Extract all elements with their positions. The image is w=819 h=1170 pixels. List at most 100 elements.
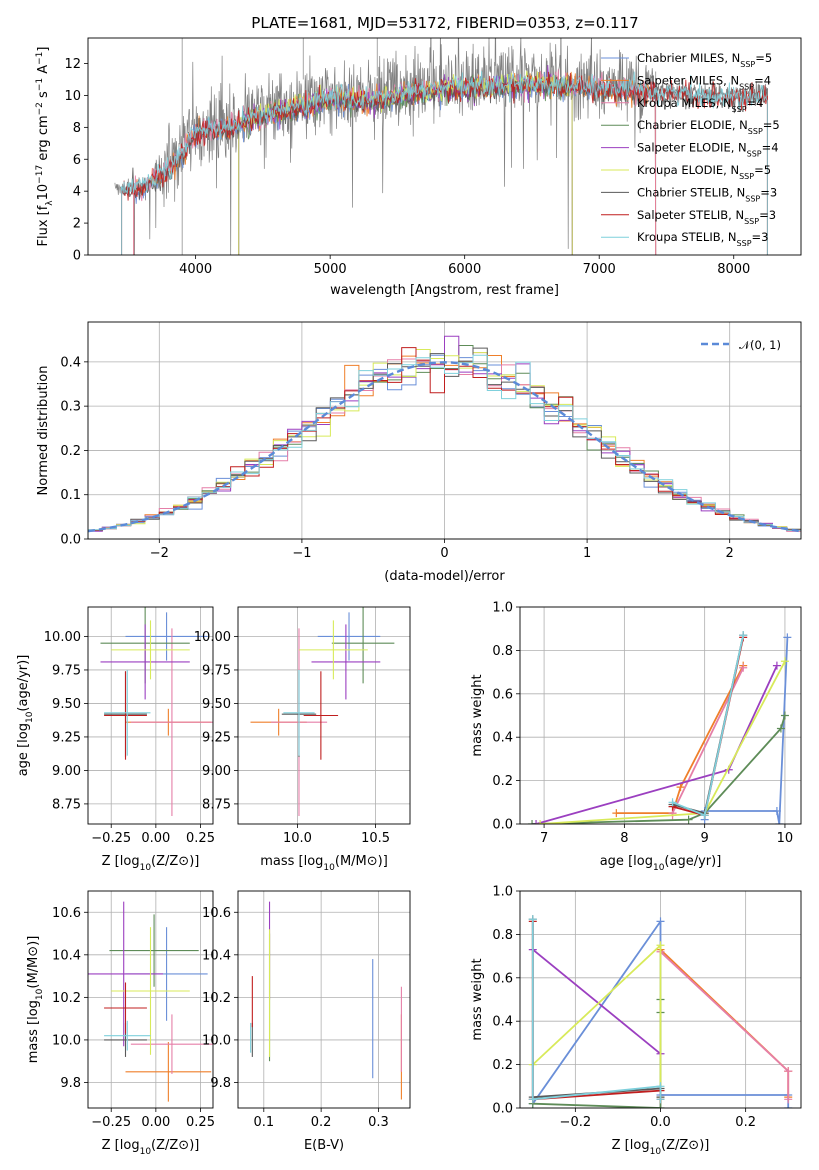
weight-marker xyxy=(536,820,545,824)
x-axis-label: mass [log10(M/M⊙)] xyxy=(260,854,388,873)
y-tick-label: 0.6 xyxy=(492,687,513,702)
y-tick-label: 0.4 xyxy=(492,1015,513,1030)
legend-entry: Salpeter MILES, NSSP=4 xyxy=(637,73,771,91)
weight-marker xyxy=(739,663,748,672)
weight-line xyxy=(659,948,790,1098)
weight-marker xyxy=(784,1095,793,1104)
x-tick-label: 8 xyxy=(620,831,628,846)
chart-title: PLATE=1681, MJD=53172, FIBERID=0353, z=0… xyxy=(251,14,638,32)
x-tick-label: 0.00 xyxy=(141,831,170,846)
y-tick-label: 10.0 xyxy=(52,1033,81,1048)
y-tick-label: 8.75 xyxy=(52,797,81,812)
panel-weight_vs_Z: −0.2 0.0 0.2 0.0 0.2 0.4 0.6 0.8 1.0 xyxy=(492,885,802,1130)
weight-marker xyxy=(684,815,693,824)
y-tick-label: 9.75 xyxy=(202,663,231,678)
weight-marker xyxy=(532,820,541,824)
plot-area xyxy=(114,38,768,255)
plot-area xyxy=(100,607,213,816)
spectrum-model-line xyxy=(238,64,573,255)
y-tick-label: 0.4 xyxy=(492,731,513,746)
y-tick-label: 10.2 xyxy=(52,991,81,1006)
y-tick-label: 10.6 xyxy=(52,906,81,921)
panel-spectrum: 4000 5000 6000 7000 8000 0 2 4 6 8 10 12 xyxy=(64,37,802,277)
weight-marker xyxy=(668,798,677,807)
weight-marker xyxy=(528,820,537,824)
y-tick-label: 9.25 xyxy=(202,730,231,745)
plot-area xyxy=(528,631,792,824)
y-tick-label: 9.75 xyxy=(52,663,81,678)
y-tick-label: 10.4 xyxy=(202,948,231,963)
x-tick-label: 1 xyxy=(583,546,591,561)
x-tick-label: 10.5 xyxy=(361,831,390,846)
x-tick-label: −0.25 xyxy=(91,1115,131,1130)
y-tick-label: 12 xyxy=(64,57,81,72)
axes-frame xyxy=(87,890,214,1109)
weight-marker xyxy=(776,724,785,733)
x-axis-label: age [log10(age/yr)] xyxy=(600,854,722,873)
x-tick-label: −1 xyxy=(292,546,311,561)
y-tick-label: 0 xyxy=(73,249,81,264)
weight-marker xyxy=(612,809,621,818)
y-tick-label: 0.3 xyxy=(60,400,81,415)
x-tick-label: 0.25 xyxy=(186,831,215,846)
weight-line xyxy=(531,919,662,1101)
y-tick-label: 9.50 xyxy=(202,697,231,712)
legend-entry: Salpeter ELODIE, NSSP=4 xyxy=(637,141,779,159)
legend-entry: Chabrier STELIB, NSSP=3 xyxy=(637,185,777,203)
weight-marker xyxy=(775,820,784,824)
spectrum-model-line xyxy=(133,71,657,255)
x-tick-label: 7 xyxy=(540,831,548,846)
y-axis-label: Normed distribution xyxy=(36,366,51,496)
y-tick-label: 0.0 xyxy=(492,1102,513,1117)
x-tick-label: 7000 xyxy=(583,262,616,277)
weight-marker xyxy=(780,711,789,720)
axes-frame xyxy=(87,321,802,540)
y-axis-label: Flux [fλ10−17 erg cm−2 s−1 A−1] xyxy=(35,47,55,247)
y-tick-label: 0.1 xyxy=(60,488,81,503)
y-axis-label: mass [log10(M/M⊙)] xyxy=(26,936,45,1064)
panel-age_vs_mass: 10.0 10.5 8.75 9.00 9.25 9.50 9.75 10.00 xyxy=(194,606,411,846)
weight-marker xyxy=(700,811,709,820)
panel-weight_vs_age: 7 8 9 10 0.0 0.2 0.4 0.6 0.8 1.0 xyxy=(492,601,802,846)
y-tick-label: 9.8 xyxy=(210,1076,231,1091)
x-tick-label: 0.2 xyxy=(311,1115,332,1130)
weight-marker xyxy=(676,783,685,792)
spectrum-model-line xyxy=(121,71,768,255)
plot-area xyxy=(250,901,402,1100)
x-axis-label: (data-model)/error xyxy=(384,569,505,584)
x-tick-label: 0.1 xyxy=(253,1115,274,1130)
panel-mass_vs_ebv: 0.1 0.2 0.3 9.8 10.0 10.2 10.4 10.6 xyxy=(202,890,411,1130)
axes-frame xyxy=(87,606,214,825)
x-tick-label: 0.00 xyxy=(141,1115,170,1130)
y-tick-label: 10.2 xyxy=(202,991,231,1006)
y-axis-label: mass weight xyxy=(470,674,485,756)
y-tick-label: 8 xyxy=(73,121,81,136)
legend-entry: Kroupa MILES, NSSP=4 xyxy=(637,96,763,114)
panel-mass_vs_Z: −0.25 0.00 0.25 9.8 10.0 10.2 10.4 10.6 xyxy=(52,890,215,1130)
axes-frame xyxy=(519,606,802,825)
y-tick-label: 10.00 xyxy=(44,630,81,645)
y-tick-label: 10.4 xyxy=(52,948,81,963)
weight-line xyxy=(616,665,745,814)
x-tick-label: 10.0 xyxy=(283,831,312,846)
y-tick-label: 0.0 xyxy=(492,818,513,833)
x-axis-label: E(B-V) xyxy=(304,1138,344,1153)
gaussian-curve xyxy=(88,361,801,533)
x-axis-label: wavelength [Angstrom, rest frame] xyxy=(330,283,559,298)
weight-marker xyxy=(656,1082,665,1091)
y-axis-label: age [log10(age/yr)] xyxy=(16,655,35,777)
legend-entry: Chabrier MILES, NSSP=5 xyxy=(637,51,772,69)
y-tick-label: 2 xyxy=(73,217,81,232)
y-tick-label: 6 xyxy=(73,153,81,168)
y-tick-label: 0.8 xyxy=(492,928,513,943)
weight-marker xyxy=(528,915,537,924)
weight-line xyxy=(672,635,745,817)
weight-marker xyxy=(772,661,781,670)
weight-marker xyxy=(656,917,665,926)
y-tick-label: 1.0 xyxy=(492,885,513,900)
x-tick-label: 4000 xyxy=(179,262,212,277)
weight-line xyxy=(672,635,745,814)
x-axis-label: Z [log10(Z/Z⊙)] xyxy=(612,1138,710,1157)
x-axis-label: Z [log10(Z/Z⊙)] xyxy=(102,1138,200,1157)
legend-entry: Kroupa ELODIE, NSSP=5 xyxy=(637,163,771,181)
